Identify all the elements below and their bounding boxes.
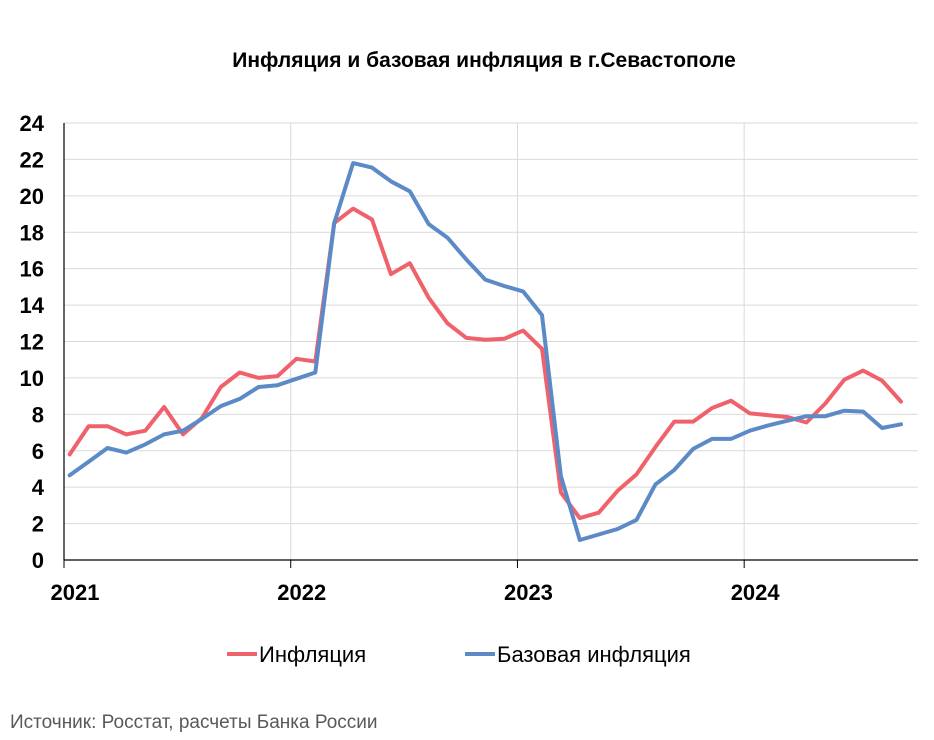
x-tick-label: 2022 (277, 580, 326, 605)
grid (64, 122, 918, 560)
y-tick-label: 4 (32, 475, 45, 500)
y-tick-label: 18 (20, 220, 44, 245)
y-tick-label: 14 (20, 293, 45, 318)
legend-label-core-inflation: Базовая инфляция (497, 642, 691, 667)
source-note: Источник: Росстат, расчеты Банка России (10, 712, 378, 733)
core-inflation-line (67, 161, 903, 542)
y-tick-label: 22 (20, 147, 44, 172)
series-layer (67, 161, 903, 542)
inflation-line (67, 206, 903, 521)
y-tick-label: 10 (20, 366, 44, 391)
chart-title: Инфляция и базовая инфляция в г.Севастоп… (232, 49, 736, 72)
y-tick-label: 2 (32, 512, 44, 537)
x-tick-label: 2023 (504, 580, 553, 605)
y-tick-label: 6 (32, 439, 44, 464)
x-tick-label: 2021 (51, 580, 100, 605)
legend-label-inflation: Инфляция (259, 642, 366, 667)
y-tick-label: 12 (20, 330, 44, 355)
x-axis: 2021 2022 2023 2024 (51, 123, 918, 605)
y-tick-label: 8 (32, 402, 44, 427)
y-tick-label: 0 (32, 548, 44, 573)
legend: Инфляция Базовая инфляция (227, 642, 691, 667)
x-tick-label: 2024 (731, 580, 781, 605)
y-tick-label: 16 (20, 257, 44, 282)
y-tick-label: 24 (20, 111, 45, 136)
y-tick-label: 20 (20, 184, 44, 209)
